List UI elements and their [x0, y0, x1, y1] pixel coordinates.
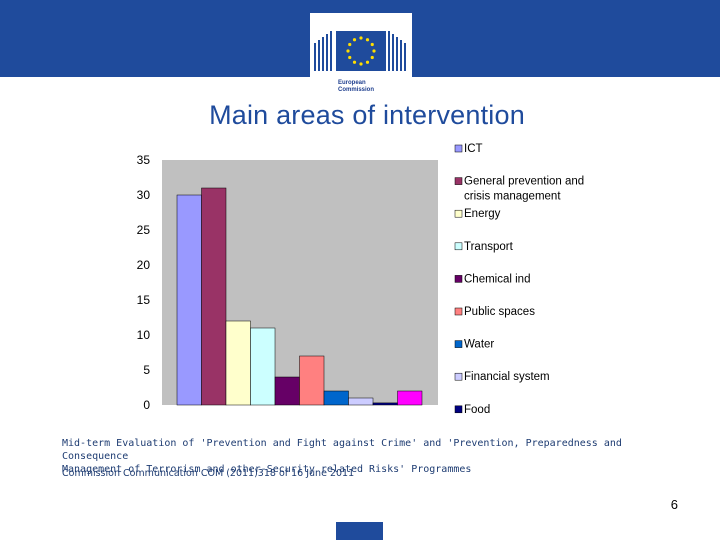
bar-transport	[250, 327, 276, 406]
caption-line-1: Mid-term Evaluation of 'Prevention and F…	[62, 438, 622, 462]
legend-label: Energy	[464, 208, 501, 220]
legend-swatch	[454, 209, 463, 218]
bar-public-spaces	[299, 355, 325, 406]
footer-flag	[336, 522, 383, 540]
legend-label: Transport	[464, 241, 514, 253]
flag-star-icon	[352, 60, 357, 64]
bar-general-prevention-and-crisis-management	[201, 187, 227, 406]
flag-star-icon	[359, 36, 363, 40]
logo-line-commission: Commission	[338, 87, 375, 93]
legend-label: Financial system	[464, 371, 550, 383]
european-commission-logo: European Commission	[310, 13, 412, 105]
commission-building-icon	[310, 13, 412, 79]
legend-swatch	[454, 144, 463, 153]
y-tick-label: 10	[137, 328, 151, 342]
flag-star-icon	[365, 60, 370, 64]
page-number: 6	[670, 497, 678, 512]
flag-star-icon	[352, 38, 357, 42]
flag-star-icon	[348, 42, 352, 47]
bar-ict	[176, 194, 202, 406]
flag-star-icon	[359, 62, 363, 66]
bar-water	[323, 390, 349, 406]
flag-star-icon	[372, 49, 376, 53]
legend-swatch	[454, 275, 463, 283]
flag-star-icon	[348, 55, 352, 60]
bar-unlabeled	[397, 390, 423, 406]
legend-label: Food	[464, 404, 490, 416]
legend-swatch	[454, 177, 463, 185]
evaluation-caption: Mid-term Evaluation of 'Prevention and F…	[62, 437, 692, 476]
legend-label: Water	[464, 339, 494, 351]
y-tick-label: 30	[137, 188, 151, 202]
source-caption: Commission Communication COM (2011)318 o…	[62, 468, 355, 479]
y-tick-label: 5	[143, 363, 150, 377]
bar-energy	[225, 320, 251, 406]
legend-label: ICT	[464, 143, 483, 155]
slide-title: Main areas of intervention	[209, 100, 525, 130]
bar-food	[372, 402, 398, 406]
flag-star-icon	[346, 49, 350, 53]
y-tick-label: 20	[137, 258, 151, 272]
logo-text: European Commission	[338, 80, 374, 94]
y-tick-label: 35	[137, 153, 151, 167]
logo-line-european: European	[338, 80, 366, 86]
flag-star-icon	[370, 55, 374, 60]
legend-label: General prevention and	[464, 176, 584, 188]
y-tick-label: 0	[143, 398, 150, 412]
legend-swatch	[454, 242, 463, 251]
flag-star-icon	[365, 38, 370, 42]
legend-swatch	[454, 307, 463, 316]
legend-label: crisis management	[464, 191, 561, 203]
y-tick-label: 25	[137, 223, 151, 237]
legend-swatch	[454, 372, 463, 381]
flag-star-icon	[370, 42, 374, 47]
legend-label: Chemical ind	[464, 273, 530, 285]
caption-line-2: Management of Terrorism and other-Securi…	[62, 464, 472, 475]
bar-chart: 0 5 10 15 20 25 30 35 ICT General prevention and…	[137, 143, 585, 416]
bar-financial-system	[348, 397, 374, 406]
legend-swatch	[454, 340, 463, 348]
bar-chemical-ind	[274, 376, 300, 406]
legend-swatch	[454, 405, 463, 414]
legend-label: Public spaces	[464, 306, 535, 318]
y-tick-label: 15	[137, 293, 151, 307]
